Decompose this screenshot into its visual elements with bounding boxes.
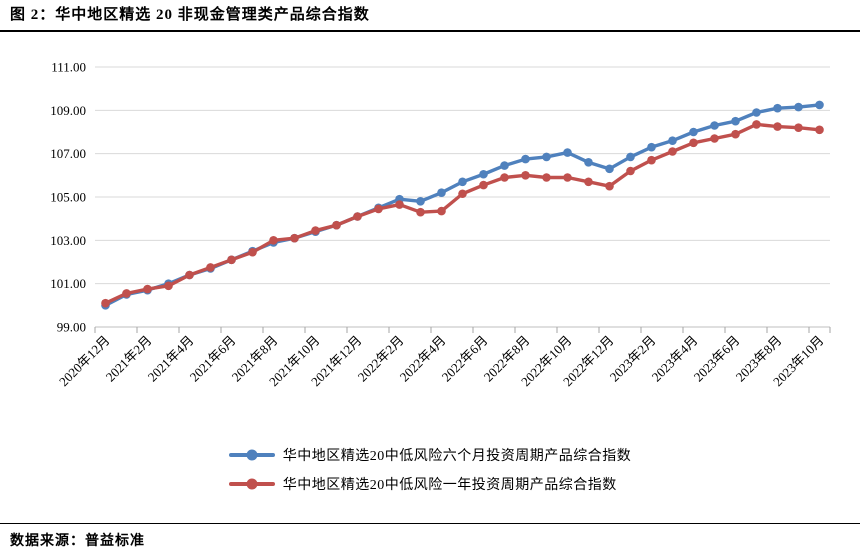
data-point-red — [227, 255, 236, 265]
data-point-blue — [773, 103, 782, 113]
y-axis-tick-label: 99.00 — [57, 320, 86, 335]
x-axis-tick-label: 2020年12月 — [56, 333, 113, 390]
data-point-red — [269, 236, 278, 245]
legend-dot-marker — [246, 449, 258, 460]
legend-dot-marker — [246, 478, 258, 489]
data-point-blue — [542, 152, 551, 162]
data-point-blue — [815, 100, 824, 110]
data-point-blue — [521, 154, 530, 164]
y-axis-tick-label: 101.00 — [50, 276, 86, 291]
data-point-red — [605, 181, 614, 191]
data-point-red — [374, 204, 383, 214]
data-point-red — [164, 281, 173, 291]
data-source-label: 数据来源：普益标准 — [10, 534, 145, 549]
data-point-red — [206, 263, 215, 272]
data-point-blue — [437, 188, 446, 197]
data-point-blue — [626, 152, 635, 162]
data-point-red — [101, 298, 110, 308]
data-point-blue — [458, 177, 467, 187]
data-point-red — [542, 173, 551, 182]
legend-line-marker — [228, 478, 275, 489]
legend-line-marker — [228, 449, 275, 460]
data-point-red — [773, 122, 782, 131]
data-point-red — [458, 189, 467, 199]
data-point-red — [395, 200, 404, 209]
data-point-blue — [752, 108, 761, 117]
data-point-blue — [647, 142, 656, 152]
y-axis-tick-label: 109.00 — [50, 103, 86, 118]
data-point-red — [647, 155, 656, 165]
series-line-red — [103, 122, 822, 305]
data-point-blue — [605, 164, 614, 174]
data-point-blue — [479, 169, 488, 179]
data-point-red — [794, 123, 803, 132]
data-point-red — [584, 177, 593, 187]
legend-item-six-month: 华中地区精选20中低风险六个月投资周期产品综合指数 — [228, 440, 632, 469]
y-axis-tick-label: 103.00 — [50, 233, 86, 248]
data-point-red — [416, 207, 425, 217]
data-point-blue — [668, 136, 677, 145]
data-point-red — [290, 233, 299, 243]
data-point-red — [332, 220, 341, 230]
legend-label: 华中地区精选20中低风险六个月投资周期产品综合指数 — [282, 448, 632, 464]
legend-item-one-year: 华中地区精选20中低风险一年投资周期产品综合指数 — [228, 469, 632, 498]
data-point-blue — [794, 102, 803, 112]
data-point-red — [731, 129, 740, 139]
data-point-red — [185, 270, 194, 280]
data-point-red — [353, 212, 362, 221]
data-point-blue — [731, 116, 740, 126]
data-point-red — [710, 134, 719, 143]
y-axis-tick-label: 105.00 — [50, 190, 86, 205]
data-point-red — [311, 226, 320, 235]
data-point-red — [815, 125, 824, 135]
data-point-blue — [710, 121, 719, 130]
data-point-red — [437, 206, 446, 216]
data-point-blue — [584, 158, 593, 167]
data-point-red — [248, 247, 257, 257]
y-axis-tick-label: 107.00 — [50, 146, 86, 161]
data-point-red — [563, 173, 572, 182]
data-point-red — [122, 289, 131, 298]
data-point-red — [500, 173, 509, 182]
data-point-blue — [416, 197, 425, 206]
chart-legend-rows: 华中地区精选20中低风险六个月投资周期产品综合指数 华中地区精选20中低风险一年投… — [228, 440, 632, 498]
data-point-blue — [500, 161, 509, 170]
y-axis-tick-label: 111.00 — [51, 60, 86, 75]
data-point-red — [668, 147, 677, 156]
data-point-red — [143, 284, 152, 294]
data-point-red — [752, 120, 761, 129]
source-divider: 数据来源：普益标准 — [0, 523, 860, 550]
data-point-blue — [563, 148, 572, 157]
data-point-red — [479, 180, 488, 190]
data-point-red — [521, 171, 530, 180]
data-point-blue — [689, 127, 698, 137]
data-point-red — [626, 166, 635, 176]
figure-title: 图 2：华中地区精选 20 非现金管理类产品综合指数 — [0, 0, 860, 32]
chart-legend: 华中地区精选20中低风险六个月投资周期产品综合指数 华中地区精选20中低风险一年投… — [0, 440, 860, 498]
legend-label: 华中地区精选20中低风险一年投资周期产品综合指数 — [282, 477, 617, 493]
line-chart: 99.00 101.00 103.00 105.00 107.00 109.00 111.0… — [50, 60, 831, 390]
data-point-red — [689, 138, 698, 148]
